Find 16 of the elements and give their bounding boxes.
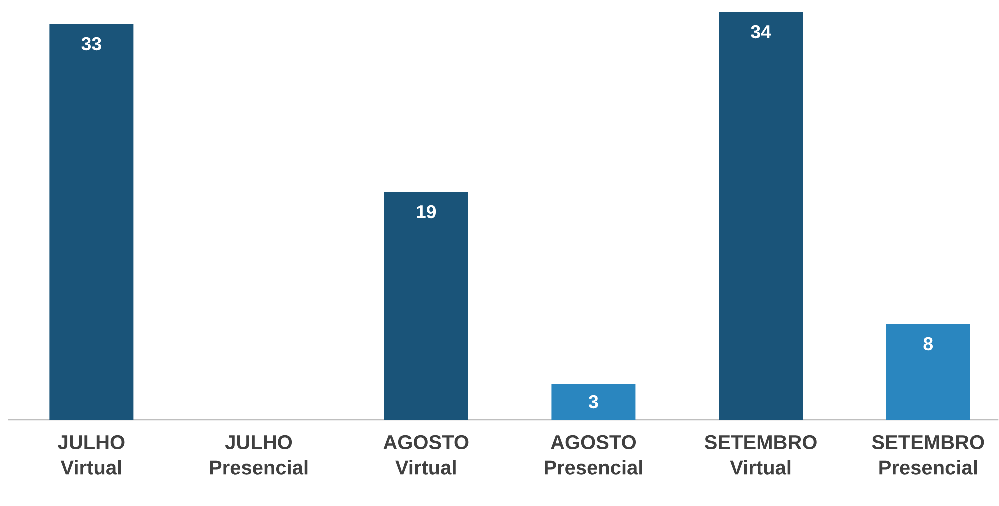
- bar: [719, 12, 804, 420]
- x-tick-label: AGOSTO Virtual: [384, 435, 469, 475]
- x-tick-label: JULHO Virtual: [58, 435, 125, 475]
- x-tick-label: AGOSTO Presencial: [545, 435, 642, 475]
- bar: [384, 192, 468, 420]
- bar: [552, 384, 636, 420]
- bar: [886, 324, 970, 420]
- bar: [50, 24, 134, 420]
- data-label: 33: [82, 37, 102, 51]
- data-label: 8: [924, 337, 933, 351]
- data-label: 19: [417, 205, 436, 219]
- x-tick-label: SETEMBRO Presencial: [872, 435, 984, 475]
- x-tick-label: JULHO Presencial: [210, 435, 308, 475]
- data-label: 34: [751, 25, 772, 39]
- data-label: 3: [588, 395, 598, 409]
- x-tick-label: SETEMBRO Virtual: [704, 435, 817, 475]
